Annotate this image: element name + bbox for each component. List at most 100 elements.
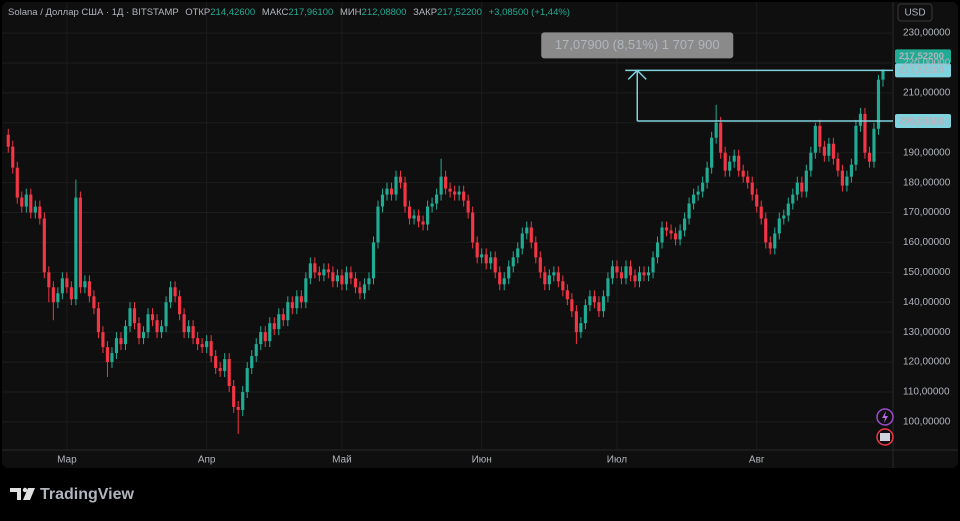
candle-body: [335, 275, 339, 282]
candle-body: [547, 275, 551, 285]
candle-body: [570, 299, 574, 312]
candle-body: [448, 188, 452, 192]
candle-body: [69, 287, 73, 300]
candle-body: [484, 254, 488, 264]
candle-body: [876, 79, 881, 129]
candle-body: [764, 218, 768, 243]
candle-body: [755, 194, 759, 207]
candle-body: [196, 338, 200, 345]
high-value: 217,96100: [288, 7, 333, 18]
candle-body: [56, 293, 60, 303]
candle-body: [520, 233, 524, 249]
candle-body: [209, 341, 213, 357]
candle-body: [435, 194, 439, 204]
candle-body: [678, 230, 682, 240]
candle-body: [245, 368, 249, 392]
candle-body: [683, 218, 687, 231]
candle-body: [493, 257, 497, 273]
candle-body: [362, 284, 367, 294]
candle-body: [466, 200, 470, 213]
measure-label: 17,07900 (8,51%) 1 707 900: [555, 37, 720, 52]
candle-body: [286, 302, 290, 321]
candle-body: [168, 287, 173, 303]
candle-body: [732, 155, 736, 162]
candle-body: [146, 314, 150, 333]
candle-body: [809, 152, 813, 171]
measure-arrow-head: [627, 69, 647, 80]
candle-body: [818, 125, 822, 147]
x-tick-label: Мар: [57, 455, 77, 466]
candle-body: [471, 212, 475, 243]
candle-body: [173, 287, 177, 297]
candle-body: [272, 323, 276, 330]
candle-body: [263, 332, 267, 342]
candle-body: [872, 128, 876, 162]
candle-body: [619, 272, 624, 279]
candle-body: [867, 152, 872, 162]
candle-body: [313, 263, 317, 273]
candle-body: [624, 266, 628, 279]
candle-body: [200, 344, 204, 348]
symbol: Solana / Доллар США · 1Д · BITSTAMP: [8, 7, 179, 18]
candle-body: [191, 326, 195, 339]
candle-body: [403, 182, 407, 207]
price-tag-label: 200,59300: [899, 116, 944, 127]
candle-body: [836, 158, 840, 171]
candle-body: [182, 314, 186, 333]
header: Solana / Доллар США · 1Д · BITSTAMP ОТКР…: [8, 7, 570, 18]
measure-box: [541, 32, 734, 59]
candle-body: [83, 281, 87, 288]
candle-body: [701, 182, 705, 192]
candle-body: [831, 143, 835, 159]
currency-button[interactable]: [897, 3, 933, 22]
candle-body: [588, 296, 592, 306]
candle-body: [840, 170, 844, 186]
candle-body: [178, 296, 182, 315]
candle-body: [813, 125, 817, 153]
logo-mark: [10, 488, 21, 500]
candle-body: [858, 113, 863, 126]
logo-dot: [22, 487, 28, 493]
candle-body: [11, 146, 15, 168]
candle-body: [489, 257, 493, 264]
candle-body: [610, 266, 615, 279]
candle-body: [583, 305, 587, 324]
y-tick-label: 180,00000: [903, 177, 951, 188]
x-tick-label: Июл: [607, 455, 627, 466]
candle-body: [416, 215, 421, 222]
candle-body: [556, 272, 560, 282]
candle-body: [457, 191, 461, 195]
candle-body: [394, 176, 398, 195]
candle-body: [728, 161, 732, 171]
overlay: 17,07900 (8,51%) 1 707 900 217,52200 217,5…: [541, 32, 951, 129]
candles: [6, 69, 885, 434]
candle-body: [714, 122, 718, 138]
candle-body: [254, 344, 258, 357]
y-tick-label: 190,00000: [903, 147, 951, 158]
candle-body: [791, 194, 795, 204]
candle-body: [845, 176, 849, 186]
candle-body: [241, 391, 245, 410]
candle-body: [214, 356, 218, 369]
candle-body: [119, 338, 123, 345]
y-tick-label: 170,00000: [903, 207, 951, 218]
candle-body: [322, 269, 326, 276]
currency[interactable]: USD: [904, 8, 925, 19]
open-value: 214,42600: [210, 7, 255, 18]
candle-body: [741, 170, 745, 177]
candle-body: [268, 323, 272, 342]
candle-body: [606, 278, 610, 297]
candle-body: [615, 266, 619, 273]
candle-body: [349, 272, 353, 279]
candle-body: [430, 203, 434, 207]
candle-body: [96, 308, 101, 333]
candle-body: [664, 227, 669, 231]
candle-body: [421, 221, 425, 225]
candle-body: [592, 296, 596, 303]
candle-body: [795, 182, 799, 195]
y-tick-label: 210,00000: [903, 88, 951, 99]
candle-body: [87, 281, 91, 297]
candle-body: [673, 233, 678, 240]
